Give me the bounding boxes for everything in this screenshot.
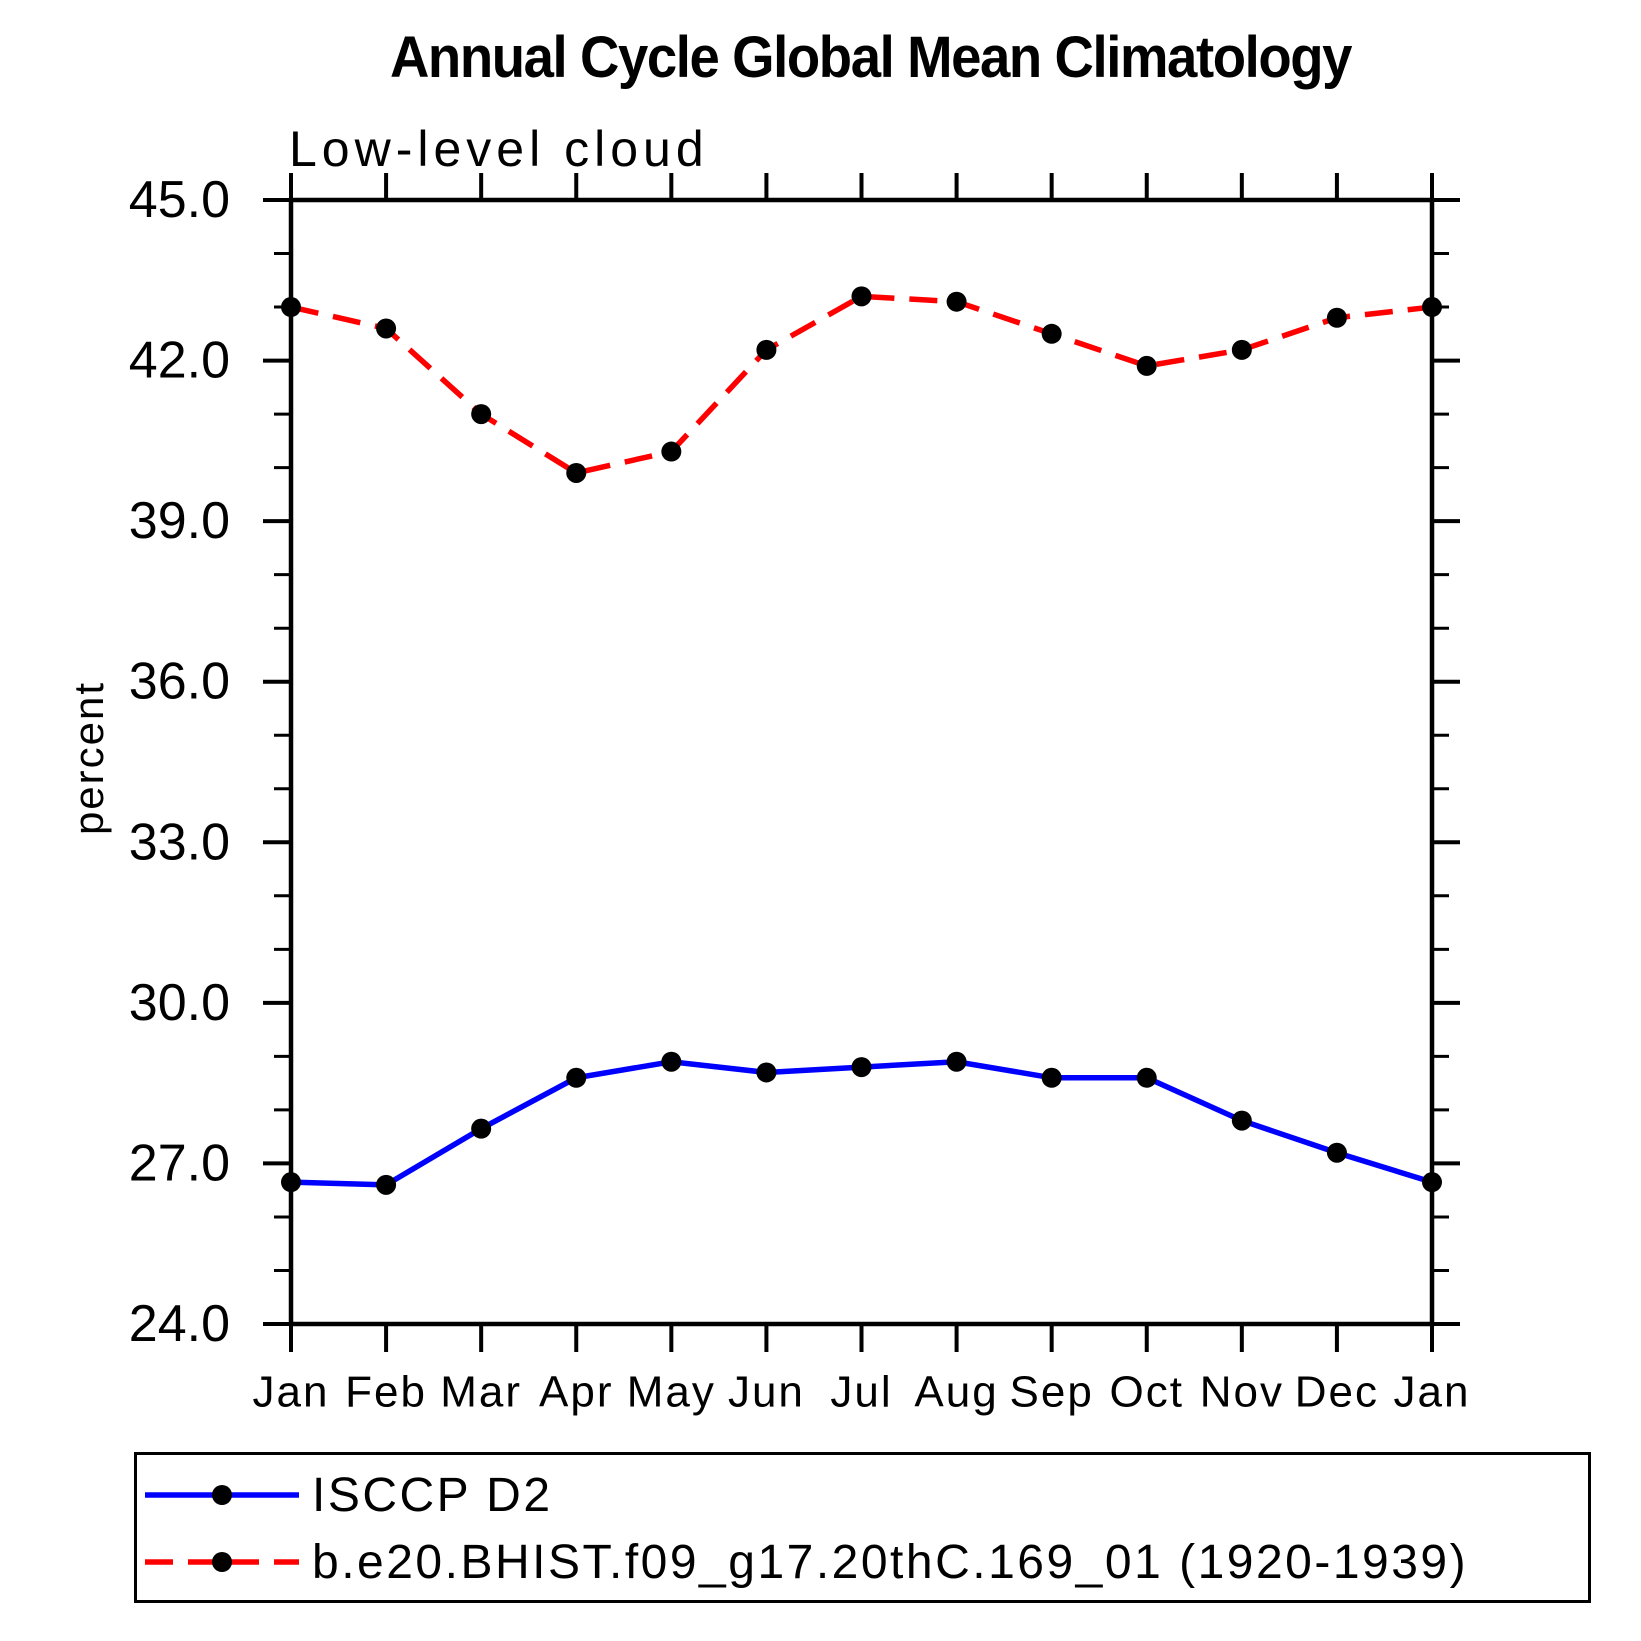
- y-tick-label: 24.0: [129, 1295, 230, 1353]
- legend-marker-dot: [212, 1552, 232, 1572]
- data-point-marker: [1326, 307, 1347, 328]
- data-point-marker: [471, 1118, 492, 1139]
- data-point-marker: [851, 1057, 872, 1078]
- data-point-marker: [566, 462, 587, 483]
- legend-marker-dot: [212, 1485, 232, 1505]
- data-point-marker: [756, 1062, 777, 1083]
- series-line-isccp: [290, 1058, 1433, 1188]
- data-point-marker: [281, 1172, 301, 1193]
- data-point-marker: [566, 1067, 587, 1088]
- x-tick-label: Mar: [440, 1368, 522, 1417]
- x-tick-label: Jul: [830, 1368, 892, 1417]
- data-point-marker: [471, 404, 492, 425]
- x-tick-label: Jan: [1394, 1368, 1471, 1417]
- plot-frame: [288, 197, 1435, 1327]
- data-point-marker: [946, 1051, 967, 1072]
- series-line-model: [290, 293, 1433, 476]
- x-tick-label: Sep: [1010, 1368, 1094, 1417]
- legend-label-model: b.e20.BHIST.f09_g17.20thC.169_01 (1920-1…: [312, 1535, 1469, 1589]
- y-tick-label: 39.0: [129, 492, 230, 550]
- data-point-marker: [1041, 1067, 1062, 1088]
- legend-line-sample-model: [145, 1552, 299, 1572]
- legend-label-isccp: ISCCP D2: [312, 1468, 553, 1522]
- series-markers-isccp: [281, 1051, 1442, 1195]
- data-point-marker: [1422, 1172, 1442, 1193]
- y-tick-label: 33.0: [129, 813, 230, 871]
- x-tick-label: Apr: [539, 1368, 613, 1417]
- data-point-marker: [1136, 355, 1157, 376]
- y-tick-label: 45.0: [129, 171, 230, 229]
- x-tick-label: Oct: [1110, 1368, 1184, 1417]
- data-point-marker: [376, 1174, 397, 1195]
- x-tick-label: Jun: [728, 1368, 805, 1417]
- x-tick-label: May: [627, 1368, 716, 1417]
- data-point-marker: [376, 318, 397, 339]
- y-tick-label: 36.0: [129, 653, 230, 711]
- data-point-marker: [1136, 1067, 1157, 1088]
- x-tick-labels: Jan Feb Mar Apr May Jun Jul Aug Sep Oct Nov Dec Jan: [253, 1368, 1471, 1417]
- series-markers-model: [281, 286, 1442, 483]
- x-tick-label: Dec: [1295, 1368, 1379, 1417]
- legend-line-sample-isccp: [145, 1485, 299, 1505]
- x-tick-label: Feb: [345, 1368, 427, 1417]
- chart-title: Annual Cycle Global Mean Climatology: [389, 25, 1352, 90]
- legend-entry-model: b.e20.BHIST.f09_g17.20thC.169_01 (1920-1…: [142, 1534, 1468, 1590]
- plot-area: 24.0 27.0 30.0 33.0 36.0 39.0 42.0 45.0 Jan Feb Ma…: [129, 171, 1471, 1417]
- legend-entry-isccp: ISCCP D2: [142, 1467, 553, 1523]
- x-tick-label: Nov: [1200, 1368, 1284, 1417]
- data-point-marker: [851, 286, 872, 307]
- data-point-marker: [1326, 1142, 1347, 1163]
- x-tick-label: Aug: [914, 1368, 998, 1417]
- data-point-marker: [756, 339, 777, 360]
- x-tick-label: Jan: [253, 1368, 330, 1417]
- data-point-marker: [281, 297, 301, 318]
- y-tick-label: 42.0: [129, 332, 230, 390]
- data-point-marker: [1041, 323, 1062, 344]
- y-tick-label: 27.0: [129, 1134, 230, 1192]
- data-point-marker: [1422, 297, 1442, 318]
- data-point-marker: [1231, 339, 1252, 360]
- y-tick-label: 30.0: [129, 974, 230, 1032]
- legend-box: ISCCP D2 b.e20.BHIST.f09_g17.20thC.169_0…: [134, 1452, 1591, 1603]
- y-tick-labels: 24.0 27.0 30.0 33.0 36.0 39.0 42.0 45.0: [129, 171, 230, 1353]
- axis-ticks: [263, 173, 1460, 1352]
- chart-subtitle: Low-level cloud: [289, 121, 709, 177]
- data-point-marker: [1231, 1110, 1252, 1131]
- data-point-marker: [661, 1051, 682, 1072]
- data-point-marker: [661, 441, 682, 462]
- data-point-marker: [946, 291, 967, 312]
